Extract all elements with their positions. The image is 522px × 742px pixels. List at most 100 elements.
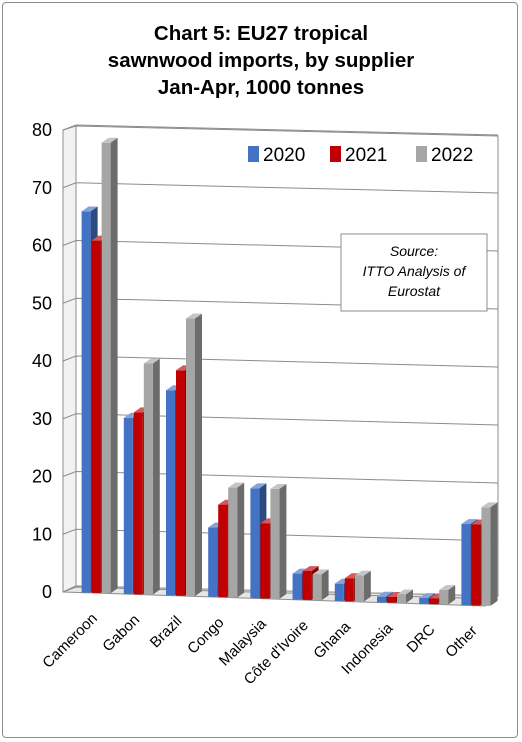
bar-malaysia-2022: [270, 484, 287, 599]
bar-top: [312, 569, 329, 575]
bar-front: [439, 589, 449, 605]
bar-ghana-2022: [354, 570, 371, 602]
category-label: Other: [442, 623, 481, 662]
bar-front: [250, 488, 260, 599]
bar-drc-2022: [439, 585, 456, 605]
bar-other-2022: [481, 502, 498, 606]
bar-front: [481, 507, 491, 606]
bar-side: [195, 313, 202, 597]
bar-side: [237, 482, 245, 598]
bar-front: [81, 211, 91, 593]
bar-top: [419, 593, 436, 599]
legend-label-2021: 2021: [345, 145, 387, 166]
bar-side: [321, 569, 329, 601]
bar-side: [152, 358, 160, 595]
bar-front: [176, 370, 185, 596]
bar-front: [270, 488, 280, 599]
legend-swatch-2021: [330, 146, 341, 162]
bar-front: [218, 504, 228, 598]
bar-front: [166, 390, 175, 596]
bar-top: [439, 585, 456, 590]
y-tick-label: 40: [32, 351, 52, 371]
bar-top: [186, 313, 202, 319]
source-line: Eurostat: [388, 283, 441, 299]
y-tick-label: 70: [32, 178, 52, 198]
category-label: Gabon: [99, 611, 143, 655]
y-tick-label: 0: [42, 582, 52, 602]
bar-front: [101, 142, 111, 594]
bar-top: [101, 137, 118, 143]
bar-indonesia-2022: [397, 589, 413, 604]
bar-top: [397, 589, 413, 595]
bar-front: [91, 240, 101, 593]
source-box-border: [340, 233, 488, 312]
bar-brazil-2022: [186, 313, 202, 597]
bar-side: [448, 585, 456, 605]
y-tick-label: 30: [32, 409, 52, 429]
y-axis-ticks: 0 10 20 30 40 50 60 70 80: [32, 120, 52, 602]
bar-front: [143, 363, 153, 595]
gridline: [62, 528, 499, 542]
source-line: ITTO Analysis of: [363, 263, 468, 279]
bar-front: [260, 523, 270, 599]
chart-title: Chart 5: EU27 tropical sawnwood imports,…: [0, 20, 522, 101]
bar-front: [354, 575, 364, 602]
bar-gabon-2022: [143, 358, 160, 595]
bar-top: [377, 591, 393, 597]
bar-front: [419, 598, 429, 604]
bar-front: [471, 524, 481, 606]
bar-front: [429, 598, 439, 605]
bar-front: [387, 596, 396, 603]
bar-c-te-d-ivoire-2022: [312, 569, 329, 601]
bar-front: [208, 527, 218, 597]
gridline: [62, 124, 499, 136]
bar-front: [334, 583, 344, 602]
bar-front: [123, 417, 133, 595]
gridline: [62, 470, 499, 484]
chart-title-line-2: sawnwood imports, by supplier: [107, 49, 415, 72]
bar-front: [397, 594, 406, 604]
y-tick-label: 80: [32, 120, 52, 140]
source-box: Source: ITTO Analysis of Eurostat: [340, 233, 488, 312]
bar-front: [292, 573, 302, 600]
bar-front: [302, 571, 312, 600]
chart-title-line-1: Chart 5: EU27 tropical: [153, 22, 369, 45]
legend-swatch-2020: [248, 146, 259, 162]
gridline: [62, 413, 499, 426]
chart-title-line-3: Jan-Apr, 1000 tonnes: [157, 76, 365, 99]
bar-congo-2022: [228, 482, 245, 598]
legend-label-2020: 2020: [263, 145, 305, 166]
bar-side: [406, 589, 413, 604]
bar-front: [228, 487, 238, 598]
bar-top: [81, 206, 98, 212]
source-line: Source:: [390, 243, 438, 259]
category-label: Cameroon: [39, 610, 101, 672]
gridline: [62, 182, 499, 194]
bar-side: [490, 502, 498, 606]
y-tick-label: 50: [32, 293, 52, 313]
bar-top: [302, 566, 319, 572]
y-tick-label: 60: [32, 236, 52, 256]
bar-top: [250, 483, 267, 489]
bar-front: [312, 574, 322, 601]
bar-side: [363, 570, 371, 602]
legend: 2020 2021 2022: [248, 145, 473, 166]
legend-swatch-2022: [416, 146, 427, 162]
legend-label-2022: 2022: [431, 145, 473, 166]
bar-front: [377, 596, 386, 603]
bar-side: [110, 137, 118, 594]
bar-top: [270, 484, 287, 489]
category-label: DRC: [404, 621, 439, 656]
bar-side: [279, 484, 287, 599]
bar-front: [186, 318, 195, 597]
category-label: Brazil: [147, 613, 186, 652]
bar-cameroon-2022: [101, 137, 118, 594]
bar-top: [228, 482, 245, 488]
y-tick-label: 10: [32, 524, 52, 544]
gridline: [62, 355, 499, 368]
bar-front: [461, 524, 471, 606]
bar-front: [133, 412, 143, 595]
bars: [81, 137, 498, 606]
